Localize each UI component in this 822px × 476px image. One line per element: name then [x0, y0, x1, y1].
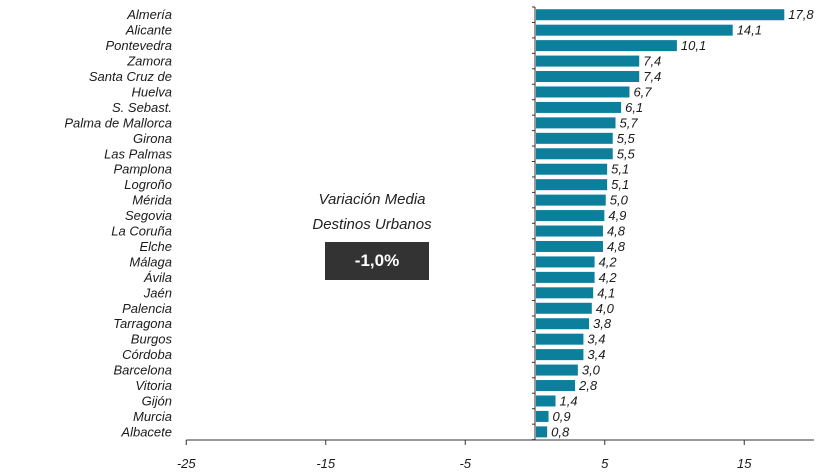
- average-badge: -1,0%: [325, 242, 429, 280]
- value-label: 6,1: [625, 100, 643, 115]
- bar: [536, 410, 549, 422]
- category-label: Ávila: [143, 270, 172, 285]
- category-label: Barcelona: [113, 363, 172, 378]
- value-label: 7,4: [643, 69, 661, 84]
- category-label: Albacete: [120, 424, 172, 439]
- value-label: 3,4: [587, 332, 605, 347]
- bar: [536, 163, 608, 175]
- bar: [536, 240, 603, 252]
- bar: [536, 256, 595, 268]
- category-label: Gijón: [142, 393, 172, 408]
- category-label: Pontevedra: [106, 38, 173, 53]
- x-tick-label: -5: [459, 456, 471, 471]
- bar: [536, 380, 576, 392]
- category-label: S. Sebast.: [112, 100, 172, 115]
- bar: [536, 55, 640, 67]
- axes-group: -25 -15 -5 5 15: [177, 6, 814, 471]
- bar: [536, 287, 594, 299]
- bar: [536, 302, 592, 314]
- value-label: 3,0: [582, 363, 601, 378]
- category-label: Alicante: [125, 23, 172, 38]
- category-label: Vitoria: [135, 378, 172, 393]
- bar: [536, 179, 608, 191]
- bar: [536, 333, 584, 345]
- category-label: Zamora: [126, 54, 172, 69]
- value-label: 14,1: [737, 23, 762, 38]
- value-label: 1,4: [560, 393, 578, 408]
- category-label: Elche: [139, 239, 172, 254]
- category-label: Jaén: [143, 285, 172, 300]
- value-label: 10,1: [681, 38, 706, 53]
- value-label: 2,8: [578, 378, 598, 393]
- value-label: 4,0: [596, 301, 615, 316]
- x-tick-label: -15: [316, 456, 336, 471]
- value-label: 5,1: [611, 162, 629, 177]
- bar: [536, 132, 613, 144]
- bar: [536, 117, 616, 129]
- value-label: 17,8: [788, 7, 814, 22]
- value-label: 4,8: [607, 239, 626, 254]
- bar: [536, 349, 584, 361]
- bar: [536, 426, 548, 438]
- value-label: 5,7: [620, 115, 639, 130]
- x-tick-label: 15: [737, 456, 752, 471]
- category-label: Palencia: [122, 301, 172, 316]
- value-label: 4,8: [607, 224, 626, 239]
- x-tick-label: 5: [601, 456, 609, 471]
- value-label: 7,4: [643, 54, 661, 69]
- bar: [536, 271, 595, 283]
- category-label: Córdoba: [122, 347, 172, 362]
- value-label: 0,9: [553, 409, 571, 424]
- category-label: Logroño: [124, 177, 172, 192]
- category-label: Tarragona: [113, 316, 172, 331]
- value-label: 5,0: [610, 193, 629, 208]
- category-label: La Coruña: [111, 224, 172, 239]
- bar: [536, 40, 677, 52]
- average-annotation: Variación Media Destinos Urbanos: [282, 187, 462, 237]
- category-label: Málaga: [129, 254, 172, 269]
- category-label: Girona: [133, 131, 172, 146]
- value-label: 0,8: [551, 424, 570, 439]
- bar: [536, 194, 606, 206]
- value-label: 3,8: [593, 316, 612, 331]
- bar: [536, 225, 603, 237]
- bar: [536, 86, 630, 98]
- bar: [536, 71, 640, 83]
- bar: [536, 101, 622, 113]
- category-label: Almería: [126, 7, 172, 22]
- category-label: Segovia: [125, 208, 172, 223]
- value-label: 5,1: [611, 177, 629, 192]
- category-label: Burgos: [131, 332, 173, 347]
- category-label: Santa Cruz de: [89, 69, 172, 84]
- annotation-line-2: Destinos Urbanos: [312, 216, 432, 233]
- category-label: Mérida: [132, 193, 172, 208]
- bar: [536, 364, 578, 376]
- category-label: Las Palmas: [104, 146, 172, 161]
- value-label: 4,2: [599, 270, 618, 285]
- value-label: 4,9: [608, 208, 626, 223]
- bar: [536, 148, 613, 160]
- category-label: Pamplona: [113, 162, 172, 177]
- bar: [536, 24, 733, 36]
- value-label: 5,5: [617, 146, 636, 161]
- category-label: Palma de Mallorca: [64, 115, 172, 130]
- category-label: Huelva: [132, 84, 172, 99]
- value-labels: 17,814,110,17,47,46,76,15,75,55,55,15,15…: [551, 7, 814, 439]
- bar: [536, 395, 556, 407]
- value-label: 4,2: [599, 254, 618, 269]
- category-label: Murcia: [133, 409, 172, 424]
- bar: [536, 9, 785, 21]
- value-label: 3,4: [587, 347, 605, 362]
- bars-group: [536, 9, 785, 438]
- value-label: 5,5: [617, 131, 636, 146]
- bar: [536, 318, 590, 330]
- x-tick-label: -25: [177, 456, 197, 471]
- value-label: 6,7: [633, 84, 652, 99]
- bar: [536, 210, 605, 222]
- annotation-line-1: Variación Media: [318, 191, 426, 208]
- value-label: 4,1: [597, 285, 615, 300]
